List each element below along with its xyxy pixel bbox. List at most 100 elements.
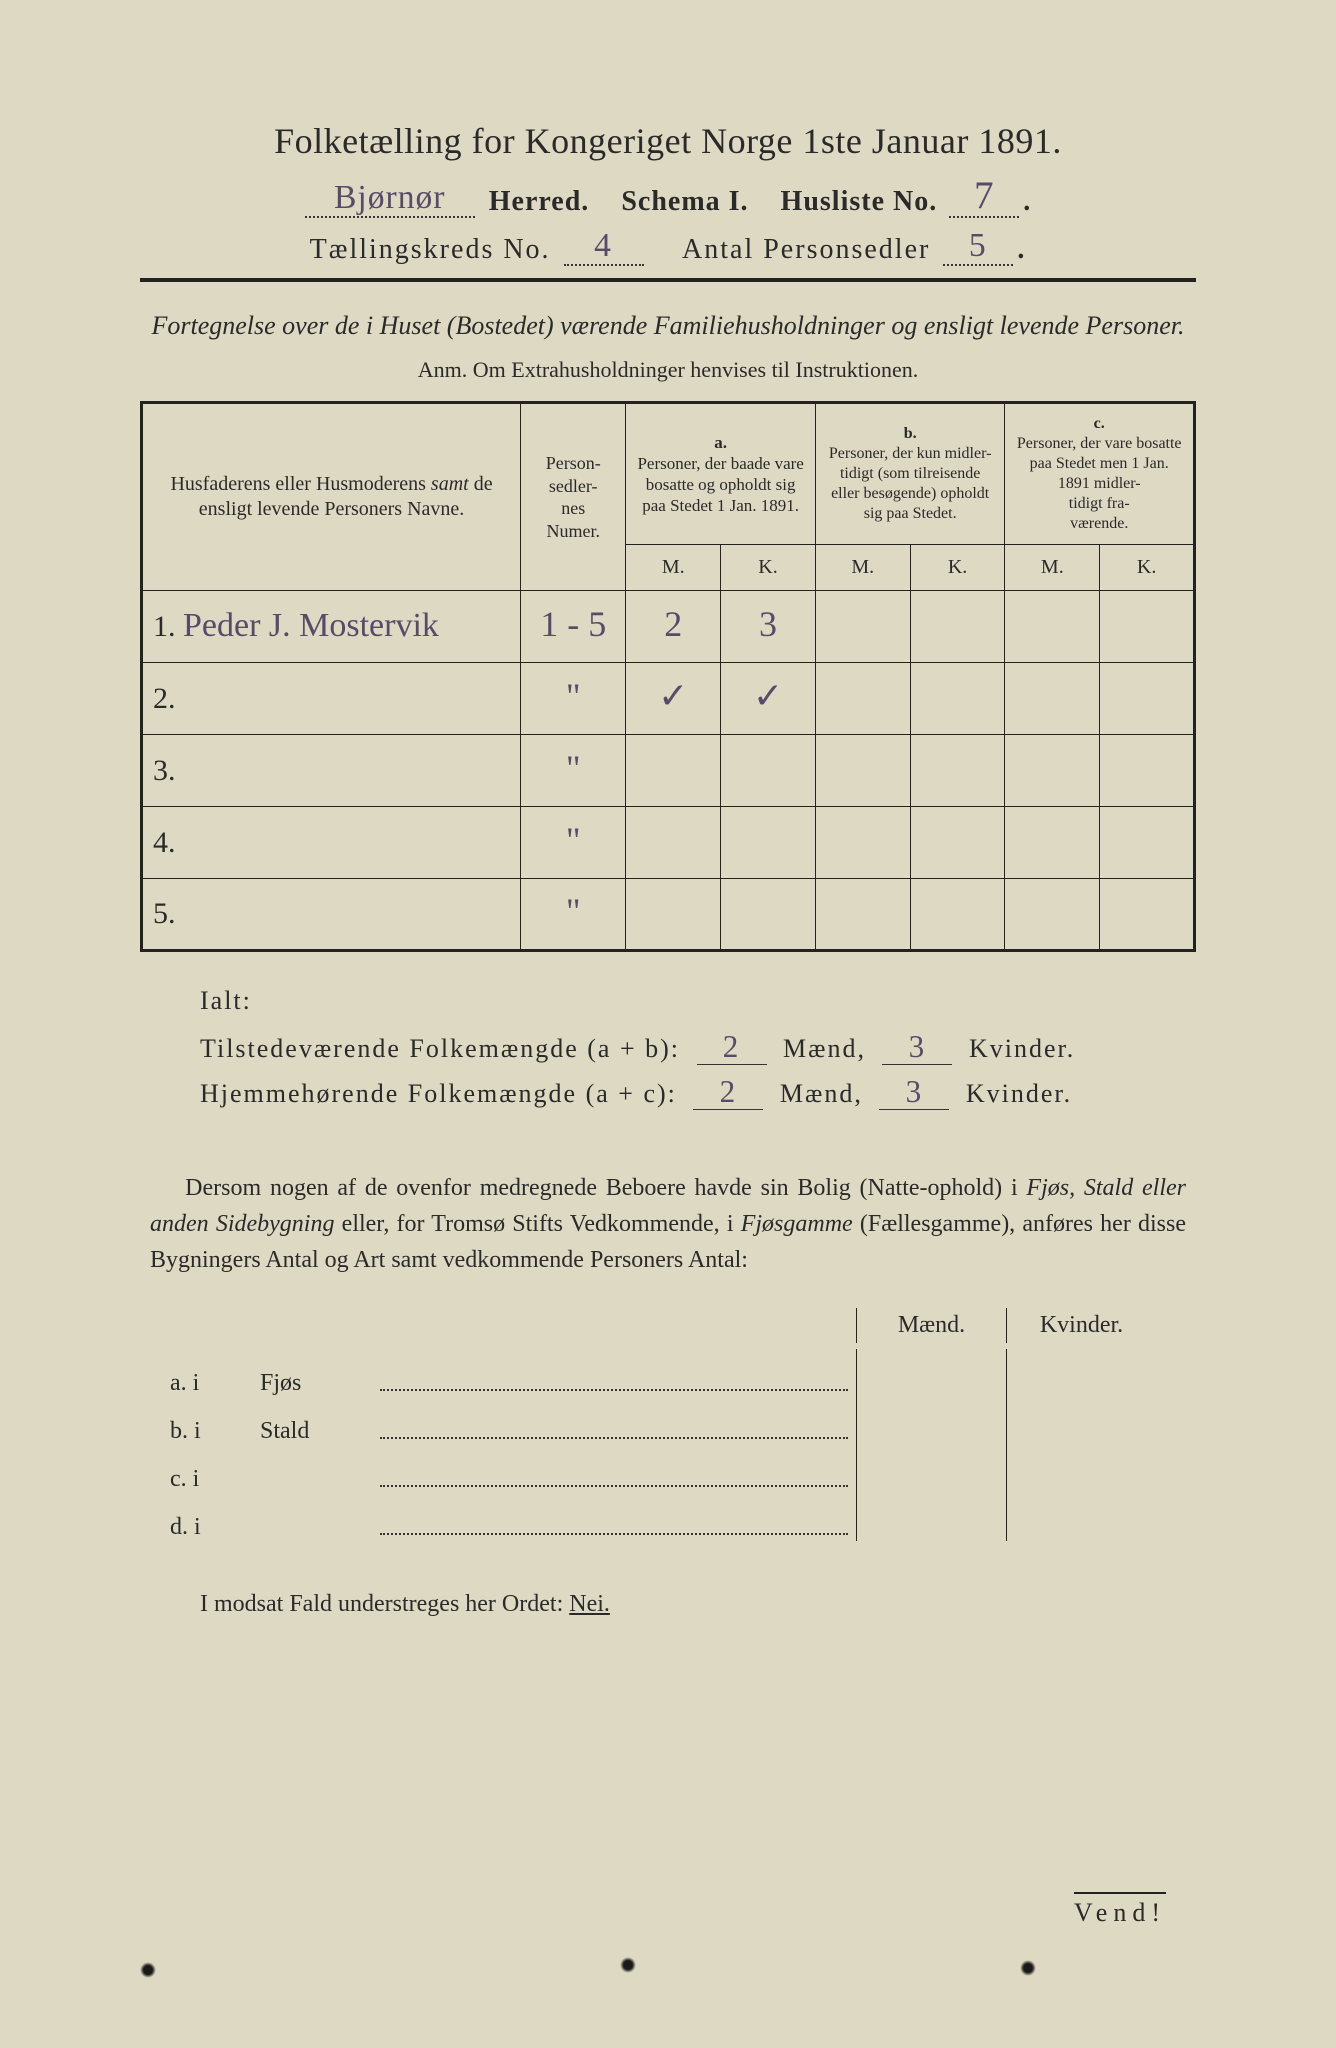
col-c-tag: c. (1094, 415, 1105, 432)
modsat-nei: Nei. (569, 1591, 610, 1617)
household-table: Husfaderens eller Husmoderens samt de en… (140, 401, 1196, 952)
bldg-row-label: a. i (140, 1370, 260, 1397)
modsat-line: I modsat Fald understreges her Ordet: Ne… (140, 1591, 1196, 1618)
a-k-cell (721, 807, 816, 879)
c-k-cell (1100, 591, 1195, 663)
buildings-head: Mænd. Kvinder. (140, 1308, 1196, 1343)
col-c-m: M. (1005, 545, 1100, 591)
c-k-cell (1100, 807, 1195, 879)
ink-blot (620, 1957, 636, 1973)
col-c-header: c. Personer, der vare bosatte paa Stedet… (1005, 403, 1195, 545)
c-k-cell (1100, 735, 1195, 807)
herred-label: Herred. (489, 186, 590, 217)
bldg-dots (380, 1485, 848, 1487)
b-m-cell (815, 663, 910, 735)
c-m-cell (1005, 735, 1100, 807)
subheading: Fortegnelse over de i Huset (Bostedet) v… (140, 308, 1196, 343)
col-b-header: b. Personer, der kun midler-tidigt (som … (815, 403, 1005, 545)
table-row: 3." (142, 735, 1195, 807)
divider (140, 278, 1196, 282)
header-line-3: Tællingskreds No. 4 Antal Personsedler 5… (140, 232, 1196, 266)
table-row: 2."✓✓ (142, 663, 1195, 735)
b-k-cell (910, 807, 1005, 879)
kreds-label: Tællingskreds No. (310, 234, 551, 265)
a-k-cell: ✓ (721, 663, 816, 735)
c-m-cell (1005, 591, 1100, 663)
bldg-row-name: Stald (260, 1418, 380, 1445)
c-m-cell (1005, 879, 1100, 951)
vend-label: Vend! (1074, 1892, 1166, 1928)
herred-value: Bjørnør (334, 185, 445, 212)
a-m-cell: 2 (626, 591, 721, 663)
bldg-cells (856, 1493, 1196, 1541)
num-cell: " (521, 807, 626, 879)
maend-label: Mænd, (783, 1034, 866, 1063)
dersom-paragraph: Dersom nogen af de ovenfor medregnede Be… (140, 1170, 1196, 1278)
husliste-value: 7 (974, 180, 995, 211)
c-k-cell (1100, 879, 1195, 951)
c-m-cell (1005, 807, 1100, 879)
kreds-value: 4 (594, 233, 613, 260)
building-row: d. i (140, 1493, 1196, 1541)
name-cell: 4. (142, 807, 521, 879)
col-b-tag: b. (904, 425, 917, 442)
ialt-title: Ialt: (200, 986, 1196, 1016)
ink-blot (140, 1962, 156, 1978)
kvinder-label: Kvinder. (969, 1034, 1075, 1063)
c-k-cell (1100, 663, 1195, 735)
building-row: b. iStald (140, 1397, 1196, 1445)
b-m-cell (815, 807, 910, 879)
b-m-cell (815, 879, 910, 951)
schema-label: Schema I. (621, 186, 748, 217)
ialt-line-1: Tilstedeværende Folkemængde (a + b): 2 M… (200, 1034, 1196, 1065)
ialt-line1-label: Tilstedeværende Folkemængde (a + b): (200, 1034, 680, 1063)
bldg-maend-header: Mænd. (856, 1308, 1006, 1343)
ialt-line-2: Hjemmehørende Folkemængde (a + c): 2 Mæn… (200, 1079, 1196, 1110)
num-cell: " (521, 879, 626, 951)
building-row: a. iFjøs (140, 1349, 1196, 1397)
anm-note: Anm. Om Extrahusholdninger henvises til … (140, 357, 1196, 383)
ialt-line2-k: 3 (906, 1080, 924, 1105)
building-row: c. i (140, 1445, 1196, 1493)
bldg-row-label: b. i (140, 1418, 260, 1445)
bldg-dots (380, 1389, 848, 1391)
a-m-cell (626, 879, 721, 951)
totals-block: Ialt: Tilstedeværende Folkemængde (a + b… (200, 986, 1196, 1110)
col-b-k: K. (910, 545, 1005, 591)
b-k-cell (910, 591, 1005, 663)
num-cell: " (521, 663, 626, 735)
modsat-pre: I modsat Fald understreges her Ordet: (200, 1591, 569, 1617)
num-cell: " (521, 735, 626, 807)
a-k-cell (721, 879, 816, 951)
col-name-header: Husfaderens eller Husmoderens samt de en… (142, 403, 521, 591)
a-m-cell (626, 735, 721, 807)
a-k-cell (721, 735, 816, 807)
bldg-row-name: Fjøs (260, 1370, 380, 1397)
name-cell: 3. (142, 735, 521, 807)
table-row: 4." (142, 807, 1195, 879)
ialt-line1-m: 2 (723, 1035, 741, 1060)
col-num-header: Person-sedler-nesNumer. (521, 403, 626, 591)
name-cell: 1.Peder J. Mostervik (142, 591, 521, 663)
form-title: Folketælling for Kongeriget Norge 1ste J… (140, 120, 1196, 162)
bldg-cells (856, 1397, 1196, 1445)
antal-value: 5 (969, 233, 988, 260)
col-a-m: M. (626, 545, 721, 591)
bldg-row-label: d. i (140, 1514, 260, 1541)
b-m-cell (815, 591, 910, 663)
a-k-cell: 3 (721, 591, 816, 663)
antal-label: Antal Personsedler (682, 234, 930, 265)
buildings-table: Mænd. Kvinder. a. iFjøsb. iStaldc. id. i (140, 1308, 1196, 1541)
ink-blot (1020, 1960, 1036, 1976)
c-m-cell (1005, 663, 1100, 735)
bldg-kvinder-header: Kvinder. (1006, 1308, 1156, 1343)
bldg-row-label: c. i (140, 1466, 260, 1493)
bldg-dots (380, 1533, 848, 1535)
col-b-m: M. (815, 545, 910, 591)
table-row: 1.Peder J. Mostervik1 - 523 (142, 591, 1195, 663)
col-a-k: K. (721, 545, 816, 591)
b-m-cell (815, 735, 910, 807)
name-cell: 5. (142, 879, 521, 951)
col-a-text: Personer, der baade vare bosatte og opho… (637, 454, 803, 516)
husliste-label: Husliste No. (781, 186, 938, 217)
